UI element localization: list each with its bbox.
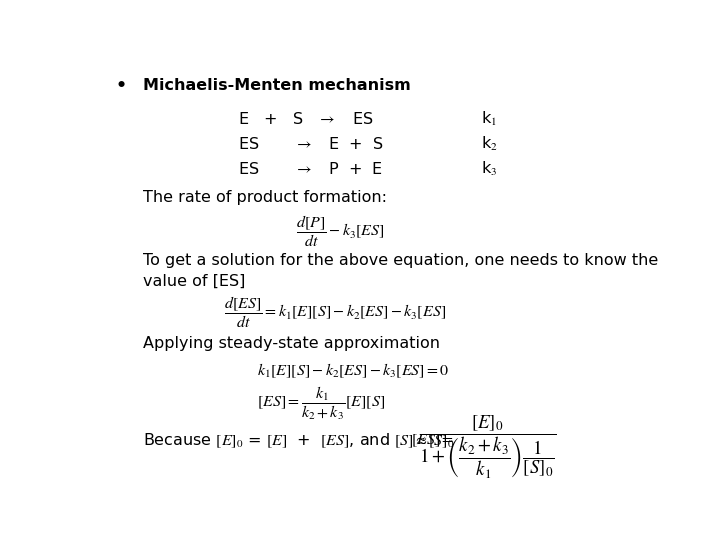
Text: $\dfrac{[E]_0}{1 + \left(\dfrac{k_2 + k_3}{k_1}\right)\dfrac{1}{[S]_0}}$: $\dfrac{[E]_0}{1 + \left(\dfrac{k_2 + k_… (419, 414, 557, 481)
Text: $\dfrac{d[P]}{dt} - k_3[ES]$: $\dfrac{d[P]}{dt} - k_3[ES]$ (297, 213, 385, 249)
Text: $k_1[E][S] - k_2[ES] - k_3[ES] = 0$: $k_1[E][S] - k_2[ES] - k_3[ES] = 0$ (258, 361, 450, 380)
Text: The rate of product formation:: The rate of product formation: (143, 191, 387, 205)
Text: $\dfrac{d[ES]}{dt} = k_1[E][S] - k_2[ES] - k_3[ES]$: $\dfrac{d[ES]}{dt} = k_1[E][S] - k_2[ES]… (224, 294, 446, 330)
Text: E   +   S   $\rightarrow$   ES: E + S $\rightarrow$ ES (238, 111, 374, 127)
Text: k$_1$: k$_1$ (481, 110, 497, 128)
Text: ES       $\rightarrow$   P  +  E: ES $\rightarrow$ P + E (238, 161, 383, 177)
Text: ES       $\rightarrow$   E  +  S: ES $\rightarrow$ E + S (238, 136, 384, 152)
Text: k$_2$: k$_2$ (481, 135, 498, 153)
Text: k$_3$: k$_3$ (481, 160, 497, 178)
Text: To get a solution for the above equation, one needs to know the: To get a solution for the above equation… (143, 253, 658, 268)
Text: •: • (115, 77, 126, 94)
Text: $[ES] = \dfrac{k_1}{k_2 + k_3}[E][S]$: $[ES] = \dfrac{k_1}{k_2 + k_3}[E][S]$ (258, 385, 385, 422)
Text: Michaelis-Menten mechanism: Michaelis-Menten mechanism (143, 78, 410, 93)
Text: Because $[E]_0$ = $[E]$  +  $[ES]$, and $[S] \approx [S]_0$: Because $[E]_0$ = $[E]$ + $[ES]$, and $[… (143, 432, 455, 450)
Text: value of [ES]: value of [ES] (143, 274, 246, 288)
Text: $[ES] =$: $[ES] =$ (411, 433, 454, 449)
Text: Applying steady-state approximation: Applying steady-state approximation (143, 336, 440, 351)
